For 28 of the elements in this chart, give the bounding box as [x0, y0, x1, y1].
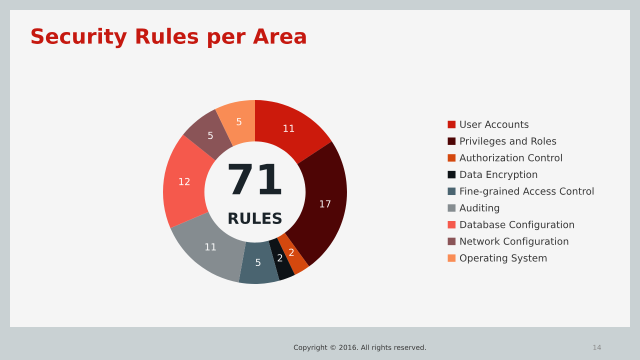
chart-title: Security Rules per Area	[31, 28, 306, 48]
legend-label: Auditing	[459, 204, 500, 214]
text: RULES	[228, 212, 282, 224]
donut-slice	[238, 240, 280, 284]
legend-label: Data Encryption	[460, 170, 538, 180]
data-label: 5	[208, 132, 213, 140]
data-label: 11	[205, 243, 216, 250]
legend-label: Fine-grained Access Control	[460, 187, 594, 197]
donut-slice	[255, 100, 332, 164]
data-label: 5	[236, 118, 242, 126]
text: 71	[228, 164, 282, 194]
legend-label: Authorization Control	[459, 154, 562, 162]
donut-slice	[268, 238, 295, 281]
donut-slice	[183, 109, 234, 160]
data-label: 12	[179, 178, 190, 186]
data-label: 17	[320, 200, 331, 208]
legend-label: Operating System	[460, 254, 547, 264]
legend-label: Database Configuration	[460, 220, 574, 230]
donut-slice	[276, 232, 310, 275]
donut-slice	[284, 141, 347, 266]
legend-label: User Accounts	[460, 120, 529, 128]
data-label: 11	[284, 124, 294, 132]
legend-label: Network Configuration	[460, 237, 568, 247]
data-label: 2	[278, 254, 282, 262]
data-label: 5	[256, 258, 260, 266]
legend-label: Privileges and Roles	[460, 137, 556, 147]
data-label: 2	[289, 248, 294, 256]
donut-slice	[215, 100, 255, 146]
